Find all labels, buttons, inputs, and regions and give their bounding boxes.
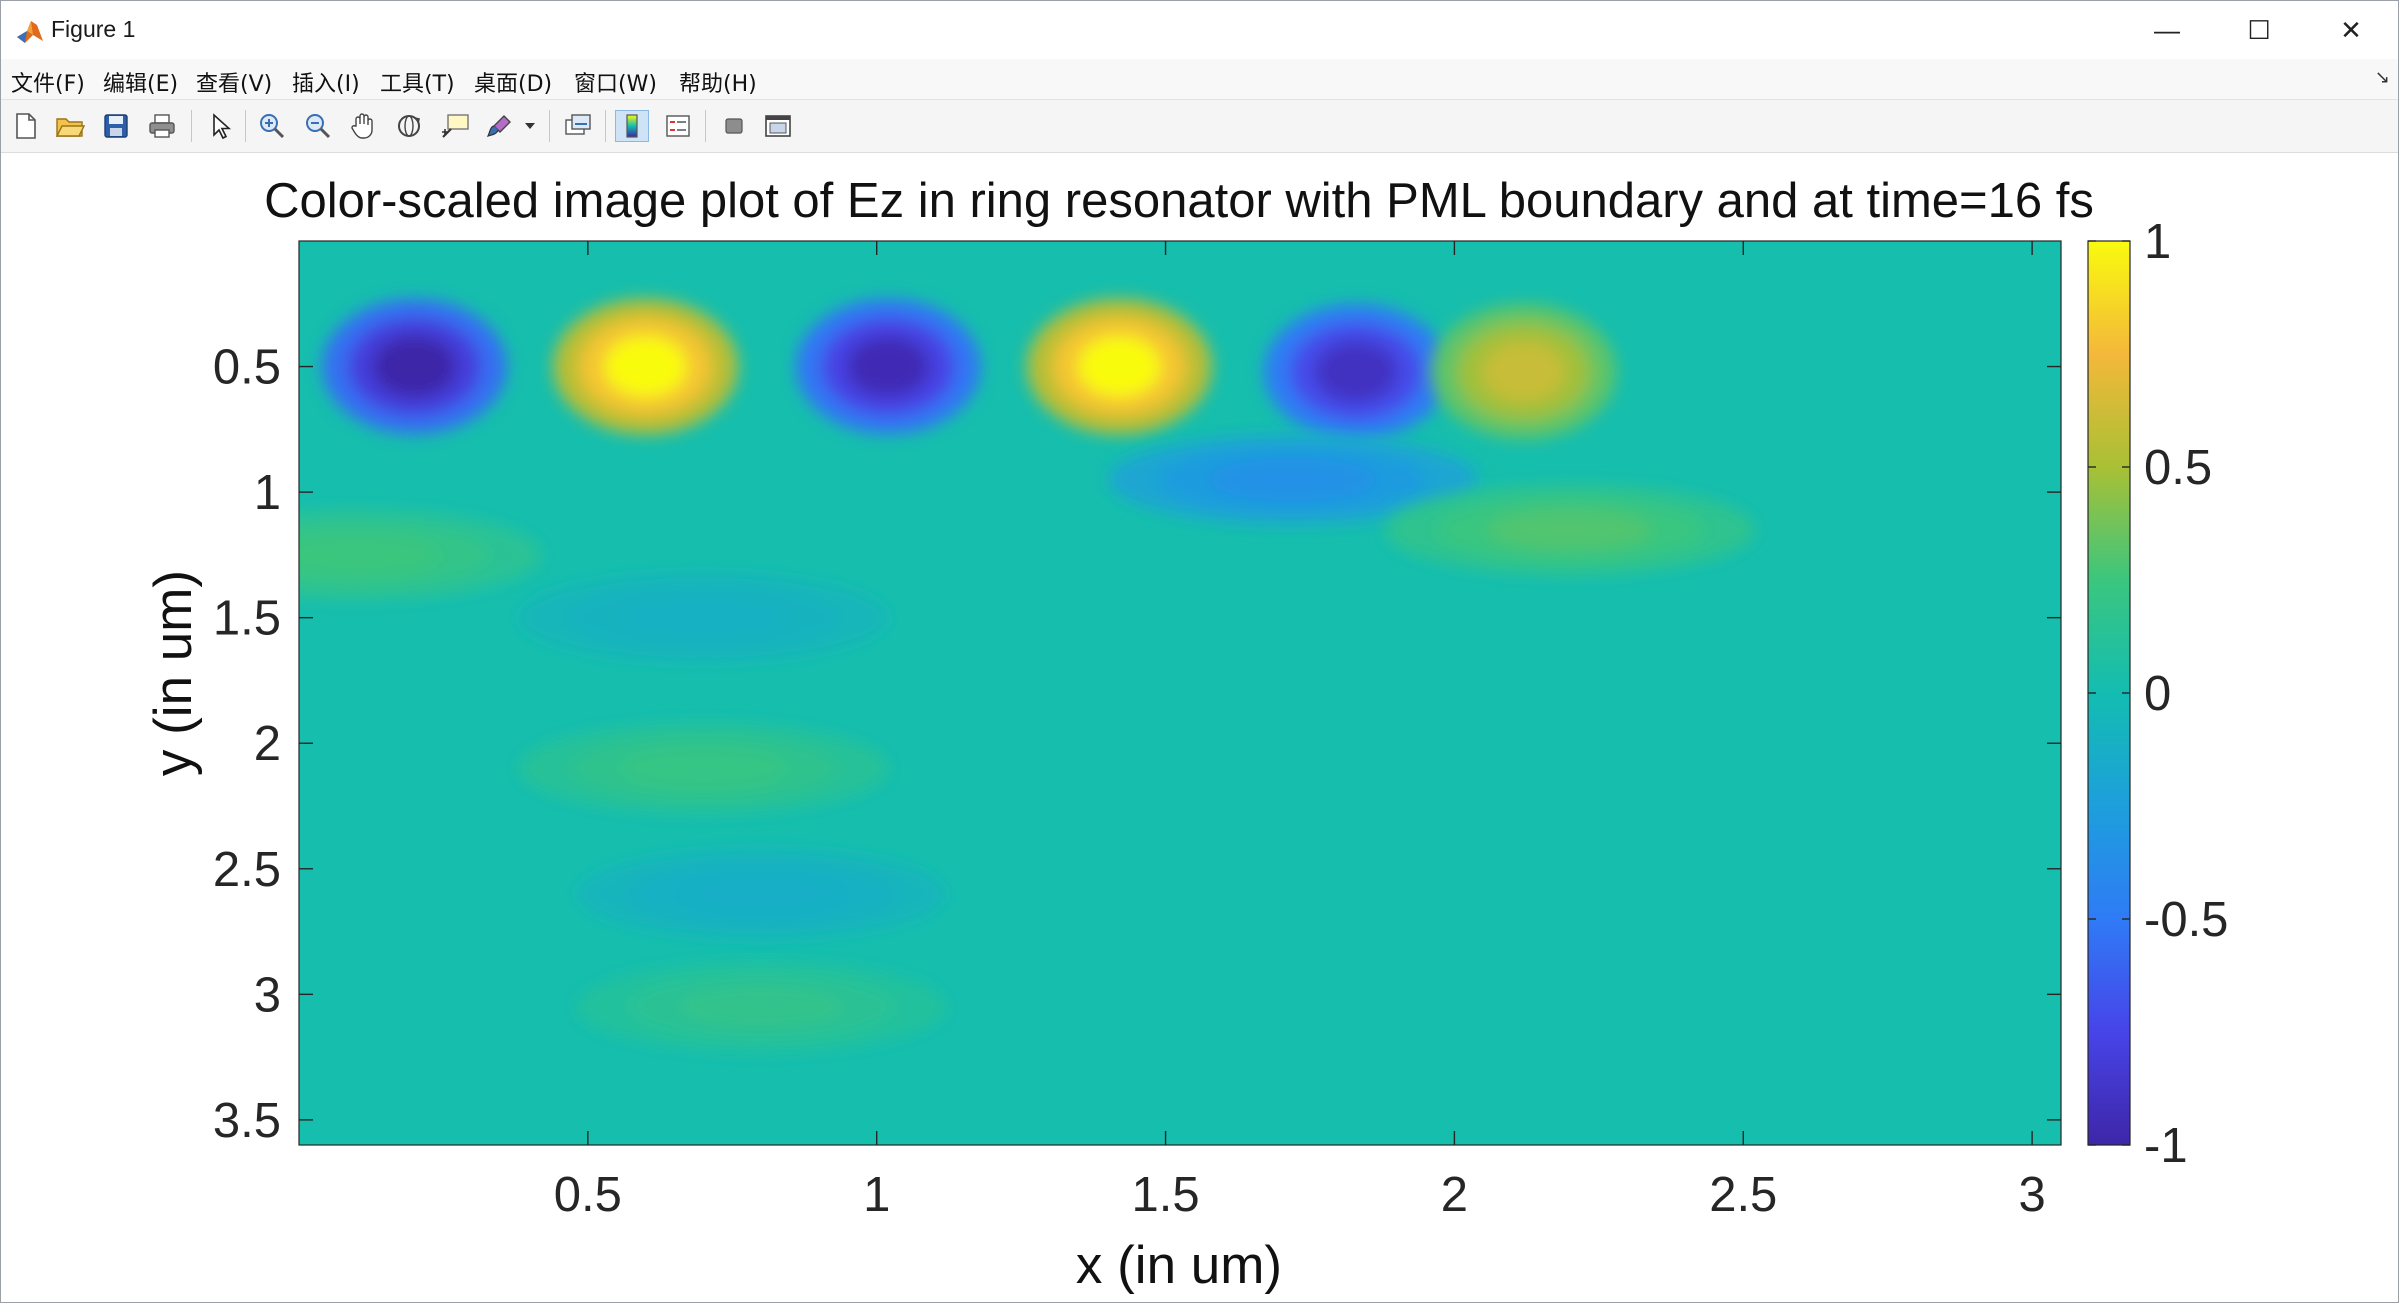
- x-tick-label: 1.5: [1131, 1168, 1199, 1222]
- pan-hand-icon[interactable]: [346, 110, 380, 142]
- y-tick-label: 2: [254, 717, 281, 771]
- menu-desktop[interactable]: 桌面(D): [474, 72, 553, 97]
- show-plot-tools-icon[interactable]: [761, 110, 795, 142]
- menu-dock-icon[interactable]: ↘: [2374, 67, 2390, 87]
- print-icon[interactable]: [145, 110, 179, 142]
- field-feature-0: [322, 298, 507, 435]
- menu-insert[interactable]: 插入(I): [292, 72, 360, 97]
- open-file-icon[interactable]: [53, 110, 87, 142]
- x-tick-label: 2.5: [1709, 1168, 1777, 1222]
- colorbar-tick-label: 1: [2144, 215, 2171, 269]
- close-button[interactable]: ✕: [2305, 1, 2397, 59]
- colorbar-icon[interactable]: [615, 110, 649, 142]
- field-feature-7: [1385, 484, 1755, 575]
- brush-icon[interactable]: [484, 110, 518, 142]
- colorbar-tick-label: 0: [2144, 667, 2171, 721]
- y-axis-label: y (in um): [144, 570, 203, 776]
- legend-icon[interactable]: [661, 110, 695, 142]
- y-tick-label: 3: [254, 968, 281, 1022]
- heatmap-chart: Color-scaled image plot of Ez in ring re…: [144, 174, 2228, 1295]
- pointer-icon[interactable]: [203, 110, 237, 142]
- menu-bar: 文件(F) 编辑(E) 查看(V) 插入(I) 工具(T) 桌面(D) 窗口(W…: [1, 59, 2398, 100]
- field-feature-10: [576, 848, 947, 940]
- field-feature-6: [1107, 434, 1478, 525]
- colorbar-tick-label: -1: [2144, 1119, 2188, 1173]
- data-cursor-icon[interactable]: [438, 110, 472, 142]
- field-feature-1: [553, 298, 739, 435]
- y-tick-label: 0.5: [213, 341, 281, 395]
- maximize-button[interactable]: ☐: [2213, 1, 2305, 59]
- minimize-icon: —: [2154, 14, 2180, 45]
- field-feature-9: [518, 723, 889, 814]
- zoom-out-icon[interactable]: [301, 110, 335, 142]
- plot-frame: [298, 240, 2062, 1146]
- maximize-icon: ☐: [2247, 14, 2271, 45]
- chart-title: Color-scaled image plot of Ez in ring re…: [264, 174, 2094, 228]
- y-tick-label: 1.5: [213, 592, 281, 646]
- minimize-button[interactable]: —: [2121, 1, 2213, 59]
- field-feature-4: [1263, 303, 1449, 440]
- field-feature-5: [1431, 303, 1617, 440]
- link-plot-icon[interactable]: [561, 110, 595, 142]
- field-feature-3: [1026, 298, 1212, 435]
- window-title: Figure 1: [51, 16, 136, 42]
- x-tick-label: 3: [2018, 1168, 2045, 1222]
- figure-canvas: Color-scaled image plot of Ez in ring re…: [1, 153, 2398, 1302]
- colorbar-tick-label: -0.5: [2144, 893, 2228, 947]
- colorbar-tick-label: 0.5: [2144, 441, 2212, 495]
- x-tick-label: 0.5: [554, 1168, 622, 1222]
- matlab-logo-icon: [17, 21, 43, 43]
- hide-plot-tools-icon[interactable]: [717, 110, 751, 142]
- axis-ticks: 0.5 1 1.5 2 2.5 3 0.5 1 1.5 2 2.5 3 3.5: [213, 241, 2061, 1222]
- x-tick-label: 1: [863, 1168, 890, 1222]
- menu-file[interactable]: 文件(F): [11, 72, 85, 97]
- field-feature-12: [518, 572, 889, 663]
- menu-window[interactable]: 窗口(W): [574, 72, 657, 97]
- close-icon: ✕: [2340, 14, 2362, 45]
- brush-dropdown-icon[interactable]: [521, 110, 539, 142]
- new-figure-icon[interactable]: [9, 110, 43, 142]
- x-tick-label: 2: [1441, 1168, 1468, 1222]
- field-feature-11: [576, 961, 947, 1053]
- y-tick-label: 3.5: [213, 1094, 281, 1148]
- rotate-3d-icon[interactable]: [392, 110, 426, 142]
- plot-area: [298, 240, 2062, 1146]
- menu-tools[interactable]: 工具(T): [380, 72, 455, 97]
- toolbar: [1, 100, 2398, 153]
- y-tick-label: 1: [254, 466, 281, 520]
- title-bar: Figure 1 — ☐ ✕: [1, 1, 2398, 59]
- zoom-in-icon[interactable]: [255, 110, 289, 142]
- field-feature-8: [299, 509, 542, 601]
- x-axis-label: x (in um): [1076, 1236, 1282, 1295]
- menu-help[interactable]: 帮助(H): [679, 72, 757, 97]
- field-feature-2: [795, 298, 981, 435]
- menu-view[interactable]: 查看(V): [196, 72, 273, 97]
- save-icon[interactable]: [99, 110, 133, 142]
- colorbar: 1 0.5 0 -0.5 -1: [2087, 215, 2228, 1173]
- y-tick-label: 2.5: [213, 843, 281, 897]
- menu-edit[interactable]: 编辑(E): [103, 72, 179, 97]
